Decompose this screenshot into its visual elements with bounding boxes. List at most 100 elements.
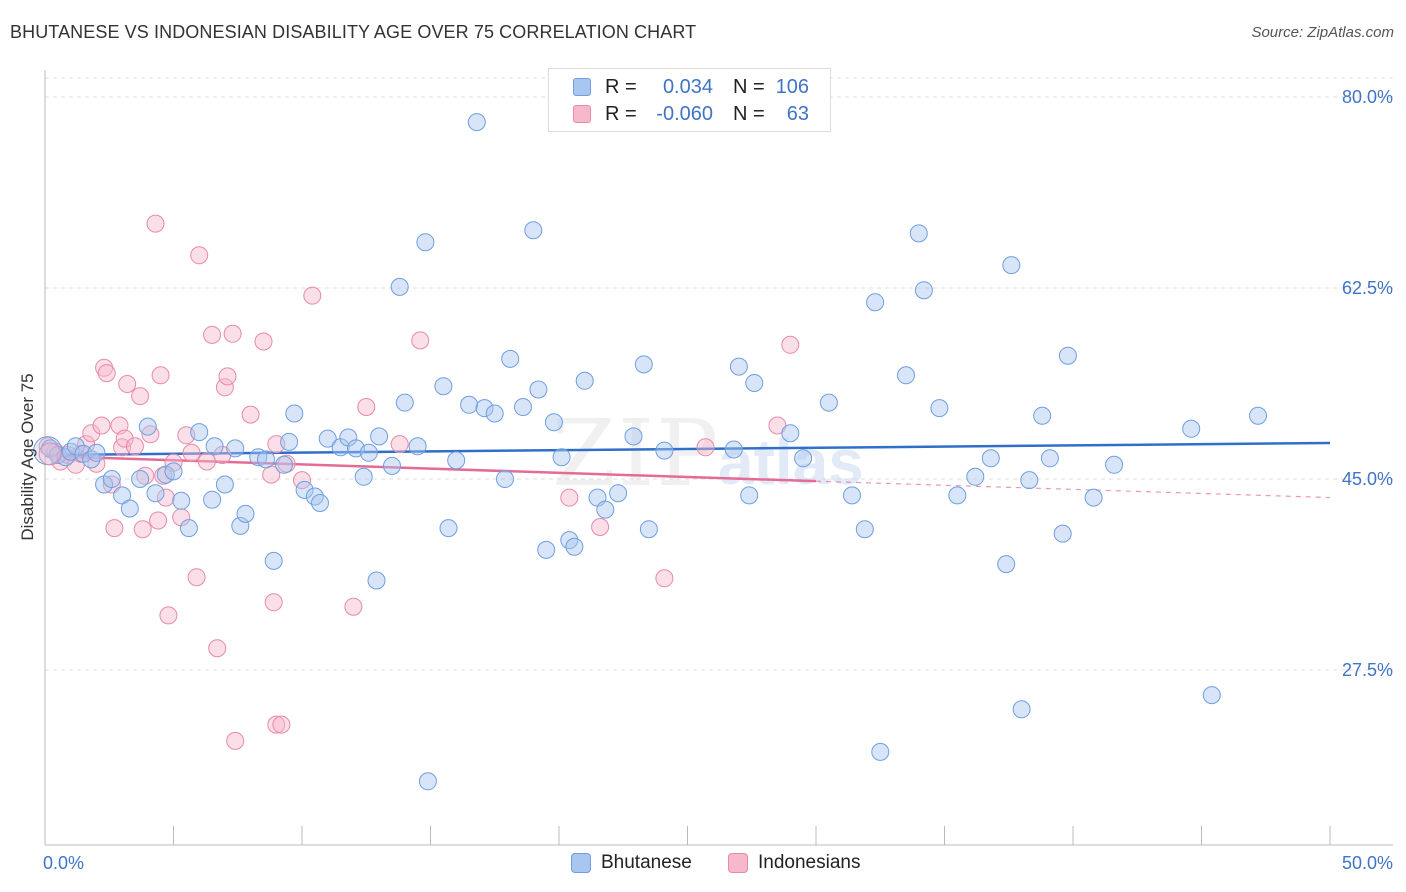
bhutanese-point (485, 404, 504, 423)
indonesians-point (267, 715, 286, 734)
indonesians-point (254, 332, 273, 351)
indonesians-point (218, 367, 237, 386)
bhutanese-point (575, 371, 594, 390)
bhutanese-point (138, 417, 157, 436)
bhutanese-point (529, 380, 548, 399)
bhutanese-point (383, 456, 401, 475)
bhutanese-point (496, 470, 514, 488)
legend-item-indonesians[interactable]: Indonesians (728, 852, 860, 874)
bhutanese-point (1182, 419, 1201, 438)
bhutanese-point (416, 233, 435, 252)
indonesians-point (303, 286, 322, 305)
indonesians-trend-extension (815, 480, 1331, 499)
bhutanese-point (655, 441, 674, 460)
data-points (33, 113, 1267, 791)
bhutanese-point (467, 113, 486, 132)
bhutanese-point (460, 395, 479, 414)
source-credit: Source: ZipAtlas.com (1251, 24, 1394, 41)
indonesians-trend-line (44, 454, 817, 483)
correlation-legend: R = 0.034 N = 106 R = -0.060 N = 63 (548, 68, 831, 132)
bhutanese-point (249, 448, 268, 467)
bhutanese-point (981, 449, 1000, 468)
bhutanese-point (434, 377, 453, 396)
bhutanese-legend-swatch (571, 853, 591, 873)
bhutanese-point (552, 448, 571, 467)
bhutanese-point (131, 470, 150, 488)
bhutanese-point (724, 440, 743, 459)
bhutanese-point (418, 772, 437, 791)
bhutanese-point (948, 486, 967, 505)
r-value: -0.060 (656, 102, 713, 125)
indonesians-swatch (573, 105, 591, 123)
grid-lines (45, 77, 1393, 671)
indonesians-point (131, 387, 150, 406)
bhutanese-swatch (573, 78, 591, 96)
bhutanese-point (179, 519, 198, 538)
bhutanese-point (285, 404, 304, 423)
bhutanese-point (740, 486, 759, 505)
bhutanese-point (930, 399, 949, 418)
bhutanese-point (501, 349, 520, 368)
bhutanese-point (367, 571, 386, 590)
indonesians-point (215, 378, 234, 397)
indonesians-point (95, 358, 114, 377)
bhutanese-point (295, 480, 314, 499)
legend-row-indonesians: R = -0.060 N = 63 (573, 102, 809, 126)
bhutanese-point (439, 519, 458, 538)
bhutanese-point (275, 455, 293, 474)
bhutanese-point (855, 520, 874, 539)
n-label: N = (733, 75, 765, 98)
indonesians-point (149, 511, 168, 530)
bhutanese-point (639, 520, 658, 539)
y-tick-label: 80.0% (1342, 87, 1393, 107)
bhutanese-point (781, 424, 800, 443)
bhutanese-point (897, 366, 915, 385)
bhutanese-point (172, 491, 191, 510)
bhutanese-point (1002, 256, 1021, 275)
bhutanese-point (146, 484, 165, 503)
bhutanese-point (408, 437, 427, 456)
bhutanese-point (1040, 449, 1059, 468)
indonesians-point (187, 568, 206, 587)
axes (44, 70, 1393, 846)
indonesians-point (146, 214, 165, 233)
legend-item-bhutanese[interactable]: Bhutanese (571, 852, 692, 874)
bhutanese-point (1020, 471, 1039, 490)
indonesians-point (203, 325, 222, 344)
indonesians-point (125, 437, 144, 456)
n-label: N = (733, 102, 765, 125)
bhutanese-point (318, 429, 337, 448)
bhutanese-point (624, 427, 643, 446)
r-value: 0.034 (662, 75, 713, 98)
bhutanese-point (190, 423, 209, 442)
bhutanese-point (354, 467, 373, 486)
bhutanese-point (164, 462, 183, 481)
bhutanese-point (565, 537, 584, 556)
bhutanese-point (370, 427, 389, 446)
y-tick-label: 45.0% (1342, 469, 1393, 489)
indonesians-point (208, 639, 227, 658)
indonesians-point (560, 488, 579, 507)
bhutanese-point (1058, 346, 1077, 365)
bhutanese-point (280, 432, 299, 451)
indonesians-point (38, 442, 62, 466)
indonesians-point (390, 435, 409, 454)
bhutanese-point (819, 393, 838, 412)
bhutanese-point (102, 470, 121, 488)
bhutanese-point (359, 443, 378, 462)
bhutanese-point (634, 355, 653, 374)
bhutanese-point (226, 439, 245, 458)
bhutanese-point (390, 277, 409, 296)
indonesians-point (655, 569, 674, 588)
indonesians-legend-swatch (728, 853, 748, 873)
indonesians-point (118, 375, 137, 393)
bhutanese-point (66, 437, 85, 456)
bhutanese-point (1053, 524, 1072, 543)
indonesians-point (82, 424, 101, 443)
indonesians-point (411, 331, 430, 350)
bhutanese-point (215, 475, 234, 494)
legend-label-indonesians: Indonesians (758, 852, 861, 873)
indonesians-point (92, 416, 111, 435)
bhutanese-point (395, 393, 414, 412)
indonesians-point (344, 597, 363, 616)
